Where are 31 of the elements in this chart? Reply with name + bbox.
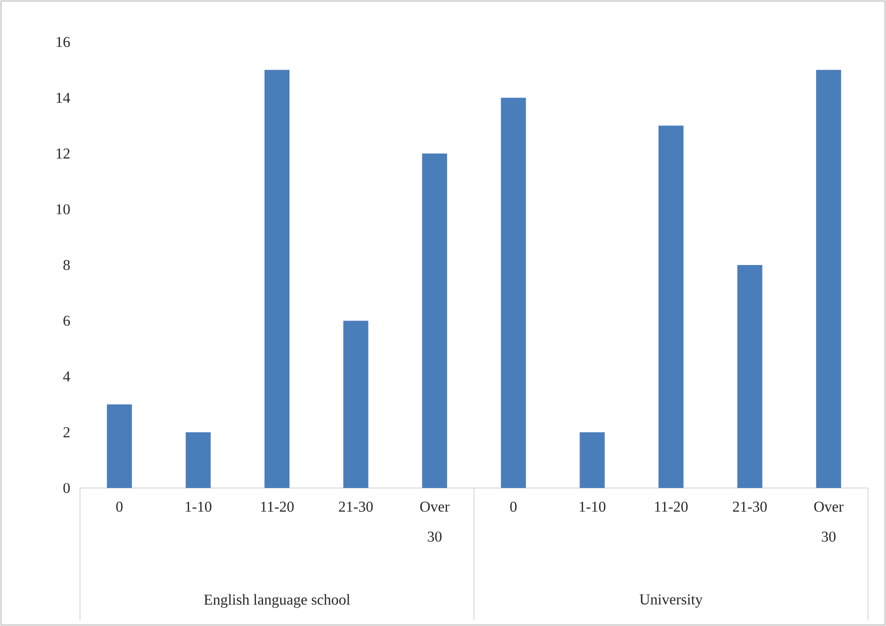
bar — [500, 98, 526, 488]
bar — [816, 70, 842, 488]
text: English language school — [204, 594, 350, 608]
y-tick-label: 10 — [56, 204, 70, 214]
y-tick-label: 16 — [56, 36, 70, 48]
x-tick-label: 0 — [116, 502, 123, 512]
x-tick-label: 1-10 — [580, 502, 606, 512]
bar — [186, 432, 211, 488]
bar — [737, 264, 762, 488]
x-tick-label: 21-30 — [732, 502, 767, 512]
y-tick-label: 12 — [56, 148, 70, 158]
bar — [422, 153, 448, 488]
y-tick-label: 8 — [63, 260, 70, 270]
x-tick-label: 21-30 — [338, 502, 373, 512]
text: University — [640, 594, 703, 608]
y-tick-label: 2 — [64, 427, 70, 438]
y-tick-label: 0 — [63, 482, 70, 494]
bar — [580, 432, 605, 488]
y-tick-label: 4 — [63, 372, 70, 382]
x-tick-label: 0 — [510, 502, 517, 512]
bar — [264, 70, 290, 488]
x-tick-label: 11-20 — [261, 502, 294, 512]
bar — [658, 126, 684, 488]
bar — [343, 320, 368, 488]
category-label: Over 30 — [814, 502, 844, 542]
x-tick-label: 1-10 — [186, 502, 212, 512]
bar — [106, 404, 132, 488]
category-label: Over 30 — [420, 502, 450, 542]
x-tick-label: 11-20 — [655, 502, 688, 512]
y-tick-label: 6 — [63, 316, 70, 326]
y-tick-label: 14 — [56, 92, 70, 103]
